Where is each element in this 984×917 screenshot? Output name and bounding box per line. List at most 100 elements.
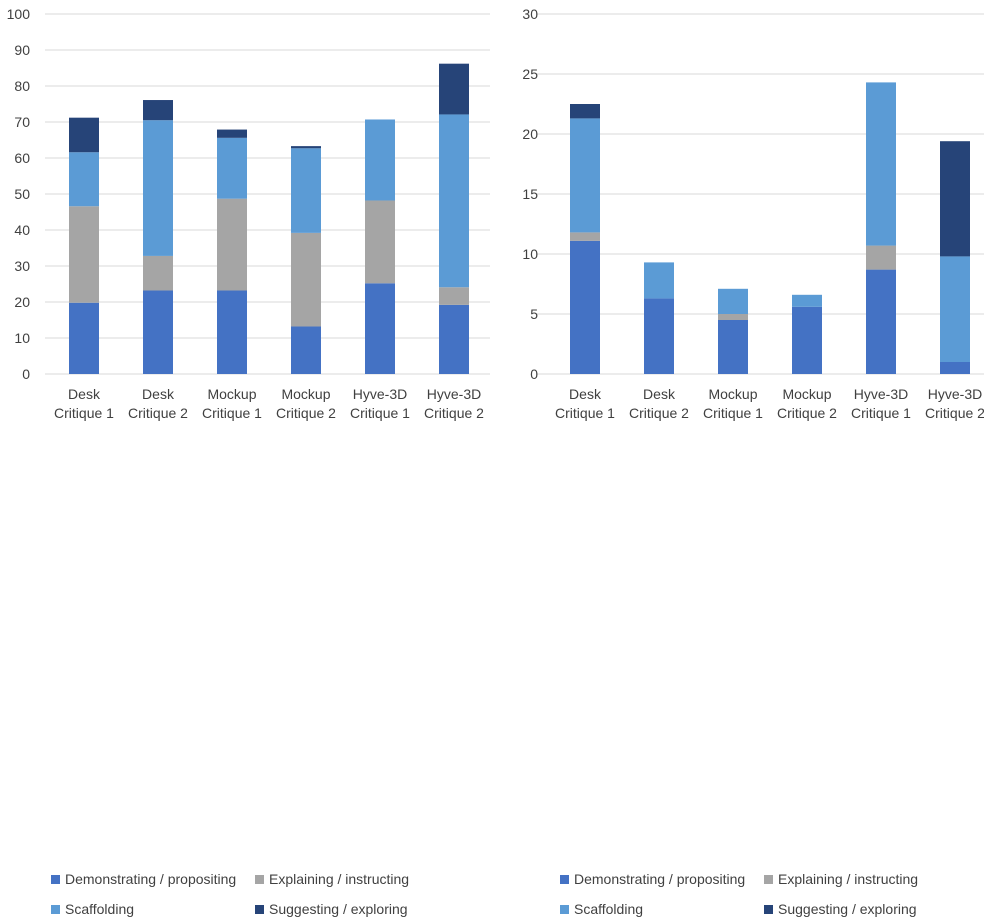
- right-y-tick-label: 25: [522, 66, 538, 82]
- right-legend-suggesting: Suggesting / exploring: [764, 901, 917, 917]
- left-bar-segment-explaining: [217, 198, 247, 291]
- left-chart-plot: 0 10 20 30 40 50 60 70 80 90 100 Desk Critique 1 Desk…: [7, 6, 490, 421]
- left-bar-segment-demonstrating: [143, 290, 173, 374]
- right-x-tick-label: Mockup: [782, 386, 831, 402]
- right-bar-segment-explaining: [570, 232, 600, 241]
- right-y-tick-label: 0: [530, 366, 538, 382]
- right-legend-scaffolding: Scaffolding: [560, 901, 643, 917]
- right-legend-label-demonstrating: Demonstrating / propositing: [574, 871, 746, 887]
- left-legend-demonstrating: Demonstrating / propositing: [51, 871, 236, 887]
- left-legend-explaining: Explaining / instructing: [255, 871, 409, 887]
- left-y-tick-label: 50: [14, 186, 30, 202]
- left-legend-scaffolding: Scaffolding: [51, 901, 134, 917]
- left-x-tick-label: Desk: [68, 386, 101, 402]
- left-legend-swatch-suggesting: [255, 904, 264, 914]
- right-legend-label-scaffolding: Scaffolding: [574, 901, 644, 917]
- left-legend-label-explaining: Explaining / instructing: [269, 871, 410, 887]
- right-bar-segment-demonstrating: [718, 320, 748, 374]
- right-x-tick-label: Critique 1: [851, 405, 911, 421]
- left-x-tick-label: Critique 1: [350, 405, 410, 421]
- left-bar-segment-explaining: [291, 232, 321, 327]
- left-y-tick-label: 60: [14, 150, 30, 166]
- right-legend-label-suggesting: Suggesting / exploring: [778, 901, 917, 917]
- left-bar-segment-scaffolding: [217, 137, 247, 199]
- right-legend-label-explaining: Explaining / instructing: [778, 871, 919, 887]
- left-legend-swatch-demonstrating: [51, 874, 60, 884]
- left-x-tick-label: Desk: [142, 386, 175, 402]
- right-x-tick-label: Hyve-3D: [854, 386, 908, 402]
- right-y-tick-label: 5: [530, 306, 538, 322]
- left-bar-segment-suggesting: [291, 146, 321, 149]
- right-bar-segment-explaining: [718, 314, 748, 320]
- left-legend-label-suggesting: Suggesting / exploring: [269, 901, 408, 917]
- left-bar-segment-scaffolding: [143, 120, 173, 256]
- left-y-tick-label: 80: [14, 78, 30, 94]
- right-bar-segment-scaffolding: [940, 256, 970, 362]
- right-bar-segment-scaffolding: [644, 262, 674, 299]
- right-bar-segment-demonstrating: [570, 240, 600, 374]
- left-y-tick-label: 40: [14, 222, 30, 238]
- right-x-tick-label: Critique 1: [703, 405, 763, 421]
- right-y-tick-label: 20: [522, 126, 538, 142]
- left-x-tick-label: Mockup: [281, 386, 330, 402]
- right-legend-demonstrating: Demonstrating / propositing: [560, 871, 745, 887]
- right-y-tick-label: 10: [522, 246, 538, 262]
- right-y-tick-label: 30: [522, 6, 538, 22]
- right-bar-segment-demonstrating: [644, 298, 674, 374]
- left-x-tick-label: Critique 1: [54, 405, 114, 421]
- left-bar-segment-suggesting: [439, 63, 469, 115]
- right-legend-swatch-suggesting: [764, 904, 773, 914]
- left-bar-segment-demonstrating: [217, 290, 247, 374]
- right-bar-segment-suggesting: [940, 141, 970, 257]
- right-x-tick-label: Critique 2: [777, 405, 837, 421]
- right-bar-segment-demonstrating: [866, 269, 896, 374]
- left-bar-segment-explaining: [143, 255, 173, 291]
- left-bar-segment-demonstrating: [439, 304, 469, 374]
- right-bar-segment-scaffolding: [792, 294, 822, 307]
- right-bar-segment-demonstrating: [792, 306, 822, 374]
- right-y-tick-label: 15: [522, 186, 538, 202]
- right-x-tick-label: Hyve-3D: [928, 386, 982, 402]
- left-y-tick-label: 20: [14, 294, 30, 310]
- right-x-tick-label: Critique 2: [629, 405, 689, 421]
- right-x-tick-label: Mockup: [708, 386, 757, 402]
- left-legend-label-scaffolding: Scaffolding: [65, 901, 135, 917]
- right-chart: 0 5 10 15 20 25 30 Desk Critique 1 Desk Critique 2…: [492, 0, 984, 917]
- left-bar-segment-scaffolding: [439, 114, 469, 288]
- right-legend-swatch-demonstrating: [560, 874, 569, 884]
- left-y-tick-label: 70: [14, 114, 30, 130]
- left-y-tick-label: 30: [14, 258, 30, 274]
- right-bar-segment-demonstrating: [940, 362, 970, 374]
- right-legend-swatch-explaining: [764, 874, 773, 884]
- left-bar-segment-demonstrating: [69, 302, 99, 374]
- right-chart-plot: 0 5 10 15 20 25 30 Desk Critique 1 Desk Critique 2…: [522, 6, 984, 421]
- left-bar-segment-suggesting: [69, 117, 99, 153]
- left-y-tick-label: 90: [14, 42, 30, 58]
- left-x-tick-label: Hyve-3D: [427, 386, 481, 402]
- right-bar-segment-scaffolding: [570, 118, 600, 233]
- left-legend-swatch-explaining: [255, 874, 264, 884]
- left-legend-label-demonstrating: Demonstrating / propositing: [65, 871, 237, 887]
- left-x-tick-label: Mockup: [207, 386, 256, 402]
- left-x-tick-label: Critique 2: [128, 405, 188, 421]
- left-x-tick-label: Critique 1: [202, 405, 262, 421]
- right-bar-segment-scaffolding: [718, 288, 748, 314]
- left-bar-segment-suggesting: [217, 129, 247, 138]
- left-y-tick-label: 10: [14, 330, 30, 346]
- left-bar-segment-explaining: [365, 200, 395, 284]
- left-x-tick-label: Critique 2: [424, 405, 484, 421]
- left-bar-segment-explaining: [69, 206, 99, 303]
- left-bar-segment-scaffolding: [291, 148, 321, 233]
- left-legend-swatch-scaffolding: [51, 904, 60, 914]
- left-bar-segment-scaffolding: [69, 152, 99, 207]
- right-legend-swatch-scaffolding: [560, 904, 569, 914]
- right-bar-segment-scaffolding: [866, 82, 896, 246]
- right-legend-explaining: Explaining / instructing: [764, 871, 918, 887]
- left-x-tick-label: Critique 2: [276, 405, 336, 421]
- right-bar-segment-explaining: [866, 245, 896, 270]
- left-bar-segment-suggesting: [143, 100, 173, 121]
- left-chart: 0 10 20 30 40 50 60 70 80 90 100 Desk Critique 1 Desk…: [0, 0, 492, 917]
- left-bar-segment-scaffolding: [365, 119, 395, 201]
- left-bar-segment-demonstrating: [365, 283, 395, 374]
- left-bar-segment-demonstrating: [291, 326, 321, 374]
